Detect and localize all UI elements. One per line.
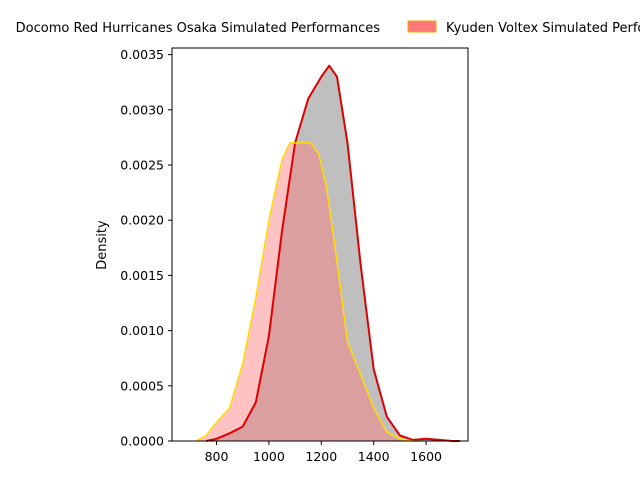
y-axis: 0.0000 0.0005 0.0010 0.0015 0.0020 0.0025 0.00…	[120, 47, 172, 449]
series-2-line	[195, 142, 421, 442]
y-tick-label: 0.0020	[120, 213, 164, 228]
y-tick-label: 0.0035	[120, 47, 164, 62]
x-axis: 800 1000 1200 1400 1600	[205, 441, 442, 464]
series-1-line	[205, 64, 461, 442]
legend-label-series-2: Kyuden Voltex Simulated Performances	[446, 21, 640, 36]
x-tick-label: 1000	[253, 449, 285, 464]
plot-frame	[171, 47, 469, 442]
y-tick-label: 0.0010	[120, 323, 164, 338]
y-tick-label: 0.0025	[120, 158, 164, 173]
x-tick-label: 1200	[305, 449, 337, 464]
series-1-area	[206, 65, 461, 441]
x-tick-label: 800	[205, 449, 229, 464]
y-tick-label: 0.0000	[120, 434, 164, 449]
y-tick-label: 0.0030	[120, 102, 164, 117]
y-tick-label: 0.0015	[120, 268, 164, 283]
series-lines	[195, 64, 461, 442]
y-tick-label: 0.0005	[120, 378, 164, 393]
y-axis-label: Density	[95, 220, 110, 270]
legend-label-series-1: Docomo Red Hurricanes Osaka Simulated Pe…	[16, 21, 381, 36]
legend-swatch-series-2	[407, 20, 437, 33]
legend: Docomo Red Hurricanes Osaka Simulated Pe…	[16, 20, 640, 36]
x-tick-label: 1600	[410, 449, 442, 464]
x-tick-label: 1400	[358, 449, 390, 464]
series-2-area	[195, 142, 421, 441]
series-areas	[195, 65, 461, 441]
